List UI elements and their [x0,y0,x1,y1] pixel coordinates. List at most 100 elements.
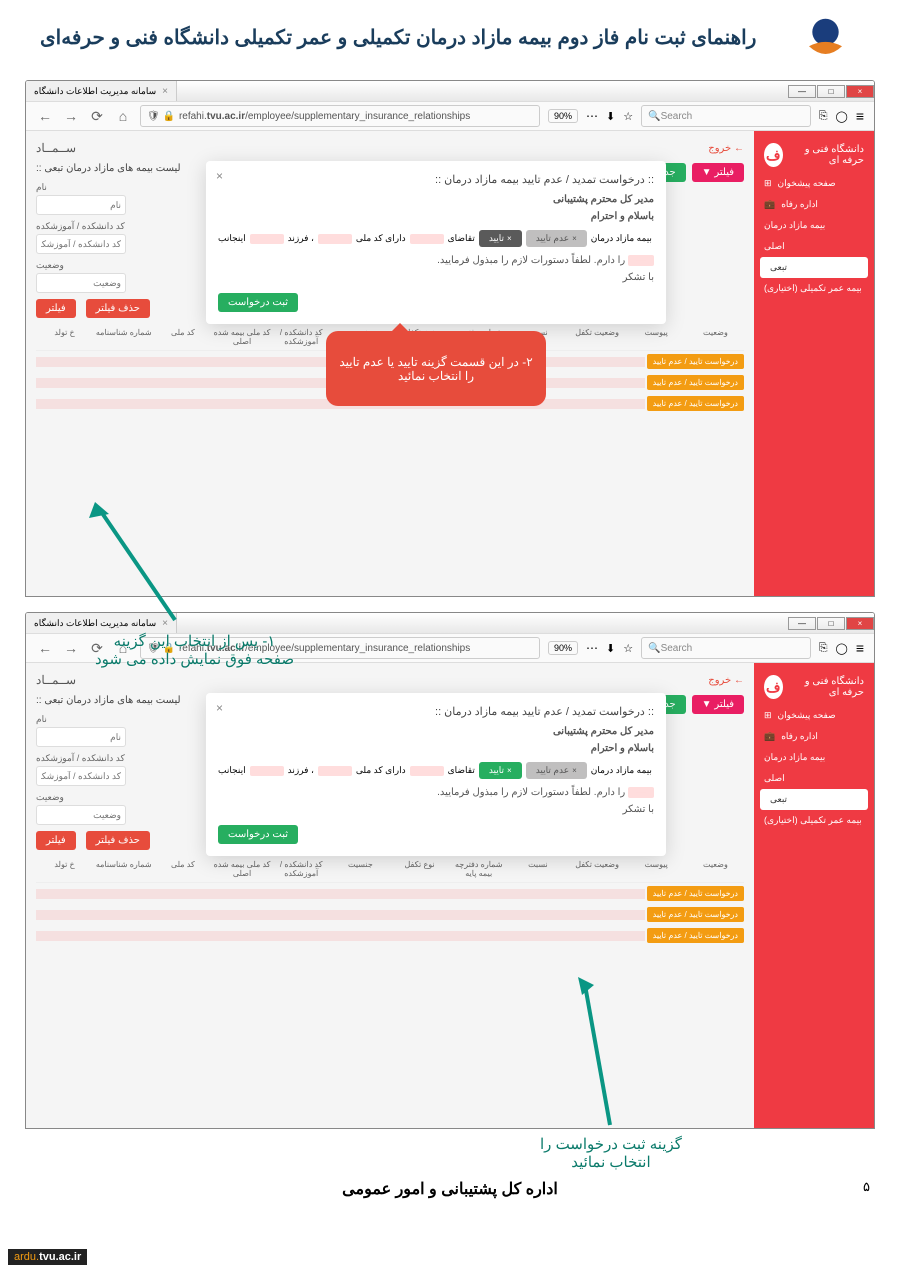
sidebar-item-tabaei[interactable]: تبعی [760,789,868,810]
zoom-badge[interactable]: 90% [548,109,578,123]
search-bar[interactable]: 🔍 Search [641,637,811,659]
sidebar-item-life[interactable]: بیمه عمر تکمیلی (اختیاری) [754,810,874,831]
star-icon[interactable]: ☆ [623,110,633,123]
minimize-icon[interactable]: — [788,85,816,98]
exit-link[interactable]: ← خروج [708,143,744,154]
exit-link[interactable]: ← خروج [708,675,744,686]
modal-thanks: با تشکر [218,272,654,283]
table-row: درخواست تایید / عدم تایید [36,904,744,925]
account-icon[interactable]: ◯ [836,642,848,655]
row-action-button[interactable]: درخواست تایید / عدم تایید [647,928,744,943]
sidebar-item-dashboard[interactable]: صفحه پیشخوان ⊞ [754,173,874,194]
sidebar-item-insurance[interactable]: بیمه مازاد درمان [754,747,874,768]
star-icon[interactable]: ☆ [623,642,633,655]
sidebar-item-insurance[interactable]: بیمه مازاد درمان [754,215,874,236]
row-action-button[interactable]: درخواست تایید / عدم تایید [647,354,744,369]
page-number: ۵ [863,1179,870,1195]
forward-icon[interactable]: → [62,639,80,657]
annotation-2: گزینه ثبت درخواست راانتخاب نمائید [540,1135,682,1171]
close-window-icon[interactable]: × [846,85,874,98]
modal-thanks: با تشکر [218,804,654,815]
uni-name: دانشگاه فنی و حرفه ای [789,144,864,166]
modal-close-icon[interactable]: × [216,701,223,715]
sidebar-item-main[interactable]: اصلی [754,236,874,257]
url-bar[interactable]: 🛡 🔒 refahi.tvu.ac.ir/employee/supplement… [140,105,540,127]
faculty-label: کد دانشکده / آموزشکده [36,753,125,764]
more-icon[interactable]: ⋯ [586,109,598,123]
status-label: وضعیت [36,792,64,803]
submit-request-button[interactable]: ثبت درخواست [218,293,298,312]
page-title: راهنمای ثبت نام فاز دوم بیمه مازاد درمان… [40,25,756,50]
name-input[interactable] [36,195,126,215]
modal-greeting2: باسلام و احترام [218,743,654,754]
shield-icon: 🛡 [147,111,160,122]
browser-window-2: سامانه مدیریت اطلاعات دانشگاه× — □ × ← →… [25,612,875,1129]
home-icon[interactable]: ⌂ [114,107,132,125]
approve-chip-selected[interactable]: ×تایید [479,762,522,779]
uni-badge-icon: ف [764,143,783,167]
row-action-button[interactable]: درخواست تایید / عدم تایید [647,886,744,901]
sidebar: دانشگاه فنی و حرفه ای ف صفحه پیشخوان ⊞ اد… [754,131,874,596]
sidebar-item-welfare[interactable]: اداره رفاه 💼 [754,726,874,747]
clear-filter-button[interactable]: حذف فیلتر [86,831,150,850]
name-input[interactable] [36,727,126,747]
status-input[interactable] [36,273,126,293]
app-name: ســمــاد [36,673,76,687]
clear-filter-button[interactable]: حذف فیلتر [86,299,150,318]
save-icon[interactable]: ⬇ [606,110,615,123]
modal-request-line: بیمه مازاد درمان ×عدم تایید ×تایید تقاضا… [218,762,654,779]
account-icon[interactable]: ◯ [836,110,848,123]
close-window-icon[interactable]: × [846,617,874,630]
maximize-icon[interactable]: □ [817,85,845,98]
approve-chip[interactable]: ×تایید [479,230,522,247]
university-logo [790,10,860,65]
more-icon[interactable]: ⋯ [586,641,598,655]
reject-chip[interactable]: ×عدم تایید [526,762,587,779]
faculty-input[interactable] [36,766,126,786]
sidebar-item-main[interactable]: اصلی [754,768,874,789]
sidebar-item-dashboard[interactable]: صفحه پیشخوان ⊞ [754,705,874,726]
forward-icon[interactable]: → [62,107,80,125]
table-row: درخواست تایید / عدم تایید [36,883,744,904]
arrow-2-icon [570,975,630,1135]
reload-icon[interactable]: ⟳ [88,107,106,125]
modal-body2: — را دارم. لطفاً دستورات لازم را مبذول ف… [218,255,654,266]
sidebar-item-life[interactable]: بیمه عمر تکمیلی (اختیاری) [754,278,874,299]
briefcase-icon: 💼 [764,199,775,210]
row-action-button[interactable]: درخواست تایید / عدم تایید [647,375,744,390]
modal-close-icon[interactable]: × [216,169,223,183]
filter-button[interactable]: فیلتر ▼ [692,163,744,182]
briefcase-icon: 💼 [764,731,775,742]
apply-filter-button[interactable]: فیلتر [36,299,76,318]
save-icon[interactable]: ⬇ [606,642,615,655]
submit-request-button[interactable]: ثبت درخواست [218,825,298,844]
row-action-button[interactable]: درخواست تایید / عدم تایید [647,907,744,922]
library-icon[interactable]: ⎘ [819,642,828,655]
status-input[interactable] [36,805,126,825]
close-tab-icon[interactable]: × [162,86,168,97]
modal-title: :: درخواست تمدید / عدم تایید بیمه مازاد … [218,173,654,186]
sidebar-item-welfare[interactable]: اداره رفاه 💼 [754,194,874,215]
menu-icon[interactable]: ≡ [856,108,864,124]
filter-button[interactable]: فیلتر ▼ [692,695,744,714]
request-modal: × :: درخواست تمدید / عدم تایید بیمه مازا… [206,161,666,324]
zoom-badge[interactable]: 90% [548,641,578,655]
search-bar[interactable]: 🔍 Search [641,105,811,127]
sidebar-item-tabaei[interactable]: تبعی [760,257,868,278]
name-label: نام [36,182,47,193]
modal-request-line: بیمه مازاد درمان ×عدم تایید ×تایید تقاضا… [218,230,654,247]
request-modal: × :: درخواست تمدید / عدم تایید بیمه مازا… [206,693,666,856]
back-icon[interactable]: ← [36,107,54,125]
status-label: وضعیت [36,260,64,271]
browser-tab[interactable]: سامانه مدیریت اطلاعات دانشگاه× [26,81,177,101]
back-icon[interactable]: ← [36,639,54,657]
library-icon[interactable]: ⎘ [819,110,828,123]
maximize-icon[interactable]: □ [817,617,845,630]
row-action-button[interactable]: درخواست تایید / عدم تایید [647,396,744,411]
reject-chip[interactable]: ×عدم تایید [526,230,587,247]
faculty-input[interactable] [36,234,126,254]
minimize-icon[interactable]: — [788,617,816,630]
apply-filter-button[interactable]: فیلتر [36,831,76,850]
watermark: ardu.tvu.ac.ir [8,1249,87,1265]
menu-icon[interactable]: ≡ [856,640,864,656]
